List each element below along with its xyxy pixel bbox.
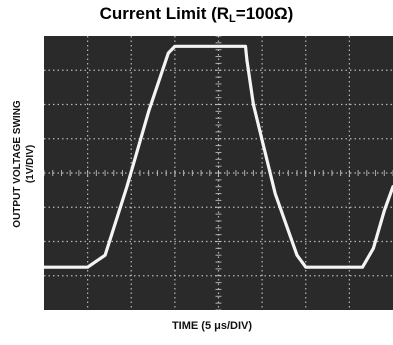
y-axis-label: OUTPUT VOLTAGE SWING (1V/DIV) [6,38,42,290]
waveform-trace [44,44,393,269]
y-axis-label-line1: OUTPUT VOLTAGE SWING [12,100,23,228]
chart-title-main: Current Limit (R [99,4,230,23]
chart-title-tail: =100Ω) [235,4,294,23]
y-axis-label-text: OUTPUT VOLTAGE SWING (1V/DIV) [11,100,37,227]
y-axis-label-line2: (1V/DIV) [25,144,36,184]
oscilloscope-plot [44,36,393,310]
chart-title-subscript: L [229,13,236,25]
oscilloscope-screen [44,36,393,310]
chart-title: Current Limit (RL=100Ω) [0,4,393,25]
x-axis-label: TIME (5 μs/DIV) [171,320,253,332]
